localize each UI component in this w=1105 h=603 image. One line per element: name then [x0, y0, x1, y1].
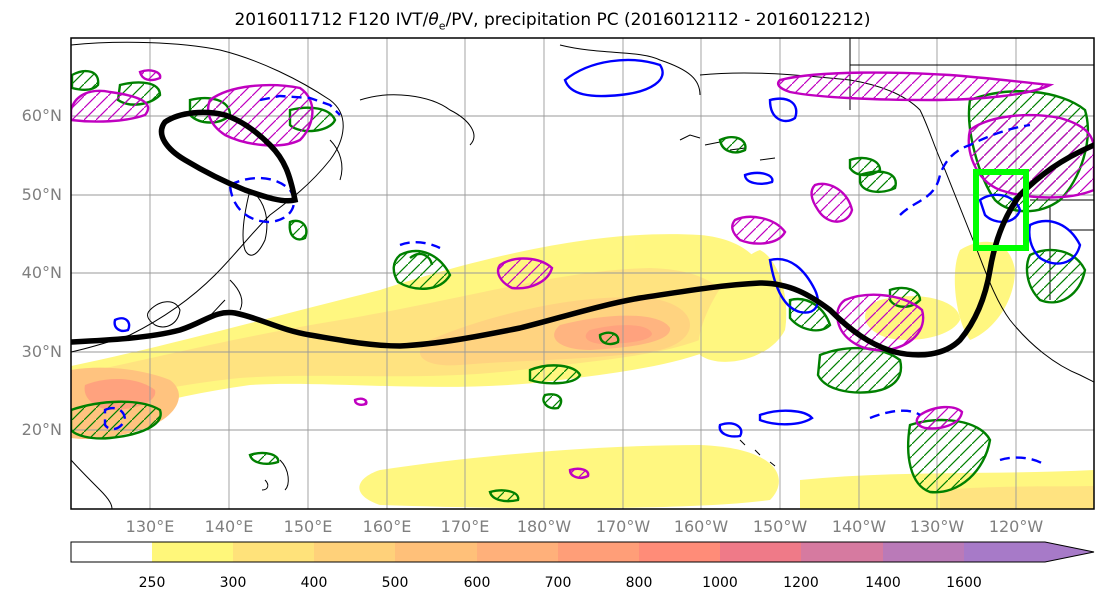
- lon-tick-label: 140°E: [204, 517, 254, 536]
- colorbar-tick-label: 500: [381, 575, 409, 591]
- colorbar-bin: [720, 542, 801, 562]
- lon-tick-label: 130°E: [125, 517, 175, 536]
- lat-tick-label: 40°N: [21, 263, 62, 282]
- colorbar-bin: [71, 542, 152, 562]
- colorbar-tick-label: 250: [138, 575, 166, 591]
- lon-tick-label: 160°W: [673, 517, 729, 536]
- colorbar-tick-label: 600: [463, 575, 491, 591]
- lon-tick-label: 120°W: [988, 517, 1044, 536]
- colorbar-tick-label: 400: [300, 575, 328, 591]
- colorbar: [70, 541, 1095, 563]
- colorbar-bin: [233, 542, 314, 562]
- lat-tick-label: 60°N: [21, 106, 62, 125]
- colorbar-bin: [801, 542, 883, 562]
- colorbar-tick-label: 800: [625, 575, 653, 591]
- colorbar-bin: [639, 542, 720, 562]
- colorbar-extend-arrow: [964, 542, 1094, 562]
- lon-tick-label: 170°W: [595, 517, 651, 536]
- lon-tick-label: 130°W: [909, 517, 965, 536]
- lon-tick-label: 170°E: [440, 517, 490, 536]
- target-region-box: [973, 169, 1029, 251]
- blue-contours: [103, 58, 1082, 467]
- colorbar-bin: [477, 542, 558, 562]
- map-title: 2016011712 F120 IVT/θe/PV, precipitation…: [234, 10, 871, 33]
- lat-tick-label: 30°N: [21, 342, 62, 361]
- colorbar-bin: [152, 542, 233, 562]
- map-frame: [70, 37, 1095, 510]
- lat-tick-label: 50°N: [21, 185, 62, 204]
- lon-tick-label: 150°W: [752, 517, 808, 536]
- colorbar-tick-label: 1200: [783, 575, 819, 591]
- lon-tick-label: 160°E: [362, 517, 412, 536]
- magenta-contours: [71, 69, 1094, 479]
- lon-tick-label: 140°W: [831, 517, 887, 536]
- lon-tick-label: 180°W: [516, 517, 572, 536]
- colorbar-tick-label: 1600: [946, 575, 982, 591]
- colorbar-bin: [395, 542, 477, 562]
- colorbar-bin: [883, 542, 964, 562]
- lat-tick-label: 20°N: [21, 420, 62, 439]
- colorbar-tick-label: 700: [544, 575, 572, 591]
- lon-tick-label: 150°E: [283, 517, 333, 536]
- pv-contour: [71, 109, 1094, 358]
- colorbar-tick-label: 300: [219, 575, 247, 591]
- colorbar-bin: [558, 542, 639, 562]
- colorbar-bin: [314, 542, 395, 562]
- colorbar-tick-label: 1400: [865, 575, 901, 591]
- ivt-shading: [71, 234, 1094, 509]
- colorbar-tick-label: 1000: [702, 575, 738, 591]
